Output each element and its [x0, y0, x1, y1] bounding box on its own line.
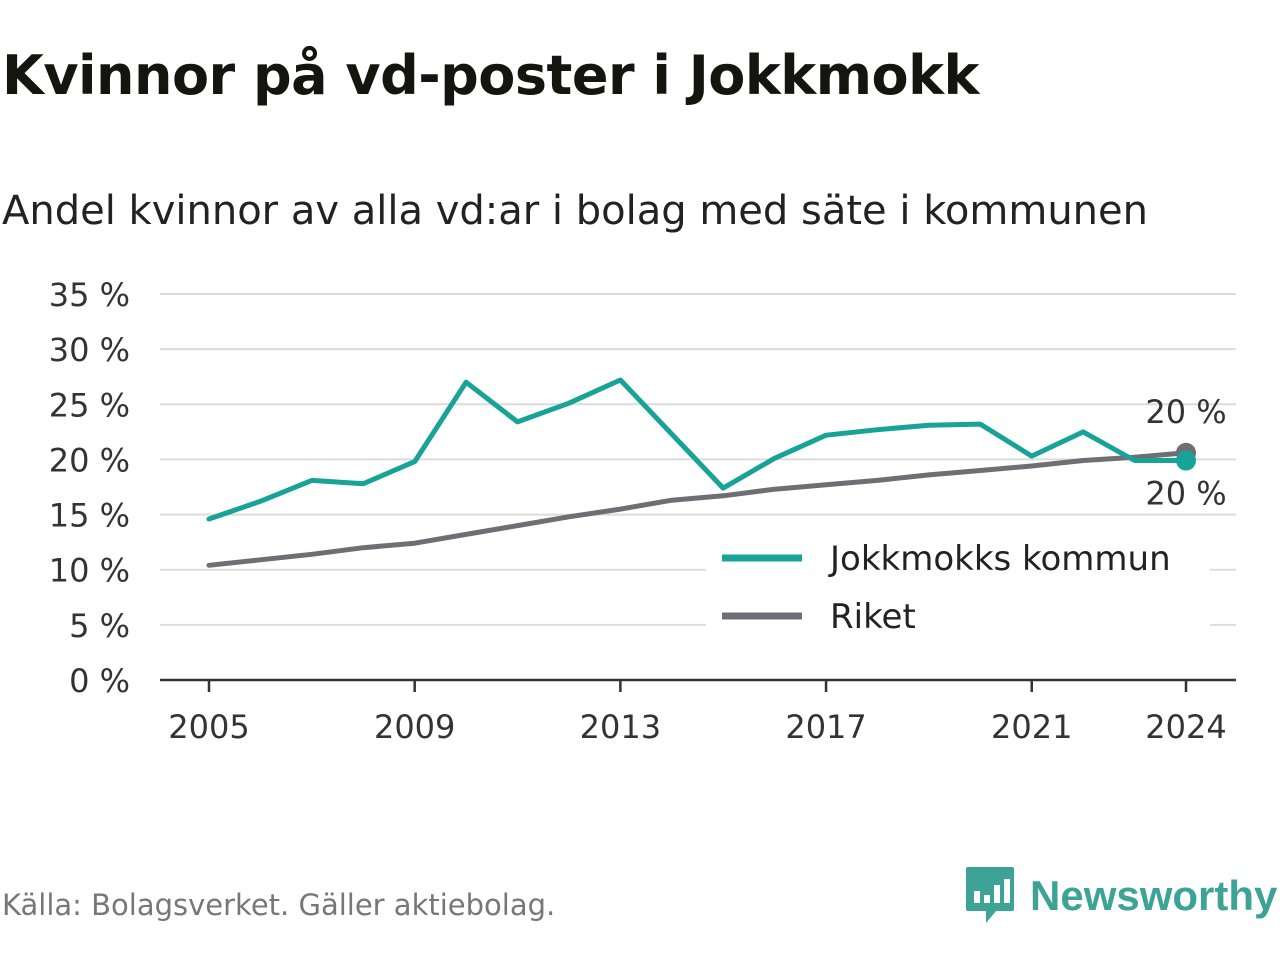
legend: Jokkmokks kommun Riket [706, 538, 1210, 654]
series-lines [206, 377, 1196, 568]
chart-subtitle: Andel kvinnor av alla vd:ar i bolag med … [2, 188, 1148, 234]
y-tick-label: 15 % [49, 497, 130, 535]
y-tick-label: 25 % [49, 386, 130, 424]
x-tick-label: 2021 [991, 708, 1072, 746]
gridlines [160, 293, 1236, 626]
x-tick-label: 2013 [580, 708, 661, 746]
end-label-jokkmokk: 20 % [1145, 475, 1226, 513]
x-tick-label: 2024 [1145, 708, 1226, 746]
x-tick-label: 2017 [785, 708, 866, 746]
series-line-riket [206, 450, 1189, 568]
y-tick-label: 30 % [49, 331, 130, 369]
source-note: Källa: Bolagsverket. Gäller aktiebolag. [2, 888, 556, 922]
y-tick-label: 10 % [49, 552, 130, 590]
end-label-riket: 20 % [1145, 393, 1226, 431]
x-tick-label: 2005 [168, 708, 249, 746]
chart-title: Kvinnor på vd-poster i Jokkmokk [2, 44, 979, 107]
legend-label: Riket [830, 597, 916, 637]
newsworthy-logo: Newsworthy [964, 864, 1277, 928]
brand-name: Newsworthy [1030, 872, 1278, 919]
x-axis: 2005 2009 2013 2017 2021 2024 [160, 678, 1236, 746]
end-labels: 20 % 20 % [1145, 393, 1226, 513]
line-chart: 0 %5 %10 %15 %20 %25 %30 %35 % 2005 2009 2… [49, 276, 1236, 746]
x-tick-label: 2009 [374, 708, 455, 746]
series-line-jokkmokks-kommun [206, 377, 1189, 522]
y-tick-label: 5 % [69, 607, 130, 645]
end-point-jokkmokks-kommun [1176, 450, 1196, 471]
y-tick-label: 0 % [69, 662, 130, 700]
newsworthy-logo-icon [966, 867, 1014, 923]
legend-label: Jokkmokks kommun [828, 539, 1171, 579]
y-axis-ticks: 0 % 5 % 10 % 15 % 20 % 25 % 30 % 35 % [49, 276, 130, 700]
y-tick-label: 20 % [49, 441, 130, 479]
y-tick-label: 35 % [49, 276, 130, 314]
